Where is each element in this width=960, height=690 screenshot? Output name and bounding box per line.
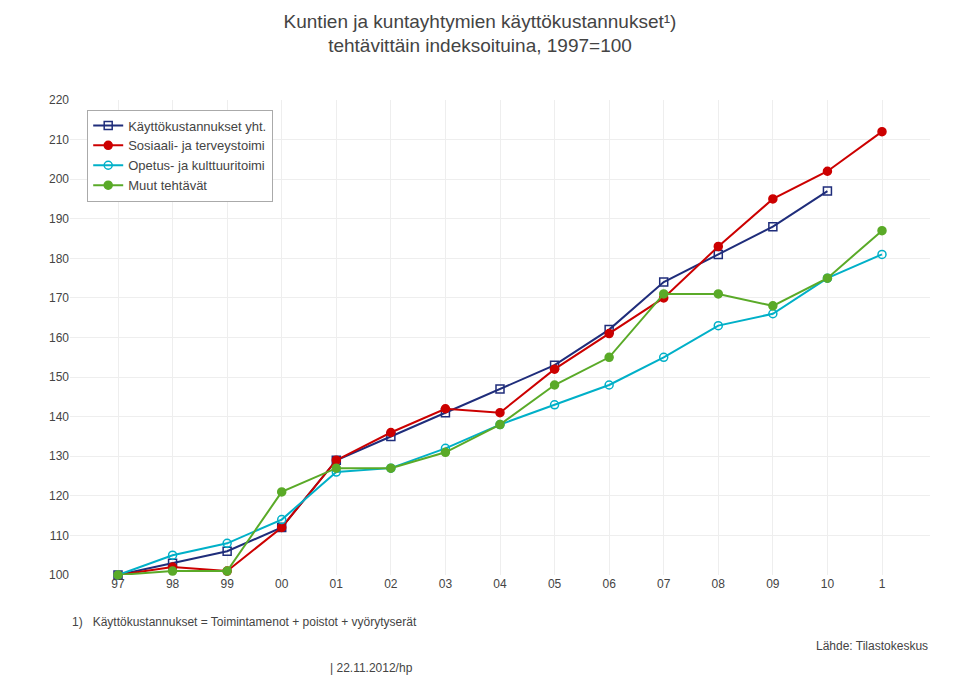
svg-text:210: 210 (49, 133, 69, 147)
svg-text:Lähde: Tilastokeskus: Lähde: Tilastokeskus (816, 639, 928, 653)
svg-text:97: 97 (111, 577, 125, 591)
svg-text:10: 10 (821, 577, 835, 591)
svg-text:1: 1 (879, 577, 886, 591)
svg-text:120: 120 (49, 489, 69, 503)
svg-text:Sosiaali- ja terveystoimi: Sosiaali- ja terveystoimi (128, 138, 265, 153)
svg-text:04: 04 (493, 577, 507, 591)
svg-text:170: 170 (49, 291, 69, 305)
svg-text:Opetus- ja kulttuuritoimi: Opetus- ja kulttuuritoimi (128, 158, 265, 173)
svg-text:200: 200 (49, 172, 69, 186)
svg-text:Käyttökustannukset yht.: Käyttökustannukset yht. (128, 119, 266, 134)
svg-text:100: 100 (49, 568, 69, 582)
svg-text:150: 150 (49, 370, 69, 384)
svg-text:110: 110 (50, 529, 69, 543)
svg-text:07: 07 (657, 577, 671, 591)
svg-text:02: 02 (384, 577, 398, 591)
svg-text:99: 99 (220, 577, 234, 591)
svg-text:130: 130 (49, 449, 69, 463)
svg-text:05: 05 (548, 577, 562, 591)
svg-text:Kuntien ja kuntayhtymien käytt: Kuntien ja kuntayhtymien käyttökustannuk… (284, 11, 677, 57)
svg-text:00: 00 (275, 577, 289, 591)
svg-text:98: 98 (166, 577, 180, 591)
svg-text:190: 190 (49, 212, 69, 226)
svg-text:01: 01 (330, 577, 344, 591)
svg-text:180: 180 (49, 252, 69, 266)
svg-text:09: 09 (766, 577, 780, 591)
svg-text:08: 08 (712, 577, 726, 591)
svg-text:03: 03 (439, 577, 453, 591)
svg-text:220: 220 (49, 93, 69, 107)
svg-text:06: 06 (602, 577, 616, 591)
svg-text:160: 160 (49, 331, 69, 345)
svg-text:1) Käyttökustannukset = Toim: 1) Käyttökustannukset = Toimintamenot + … (72, 615, 417, 629)
svg-text:140: 140 (49, 410, 69, 424)
svg-text:| 22.11.2012/hp: | 22.11.2012/hp (330, 661, 413, 675)
svg-text:Muut tehtävät: Muut tehtävät (128, 178, 207, 193)
